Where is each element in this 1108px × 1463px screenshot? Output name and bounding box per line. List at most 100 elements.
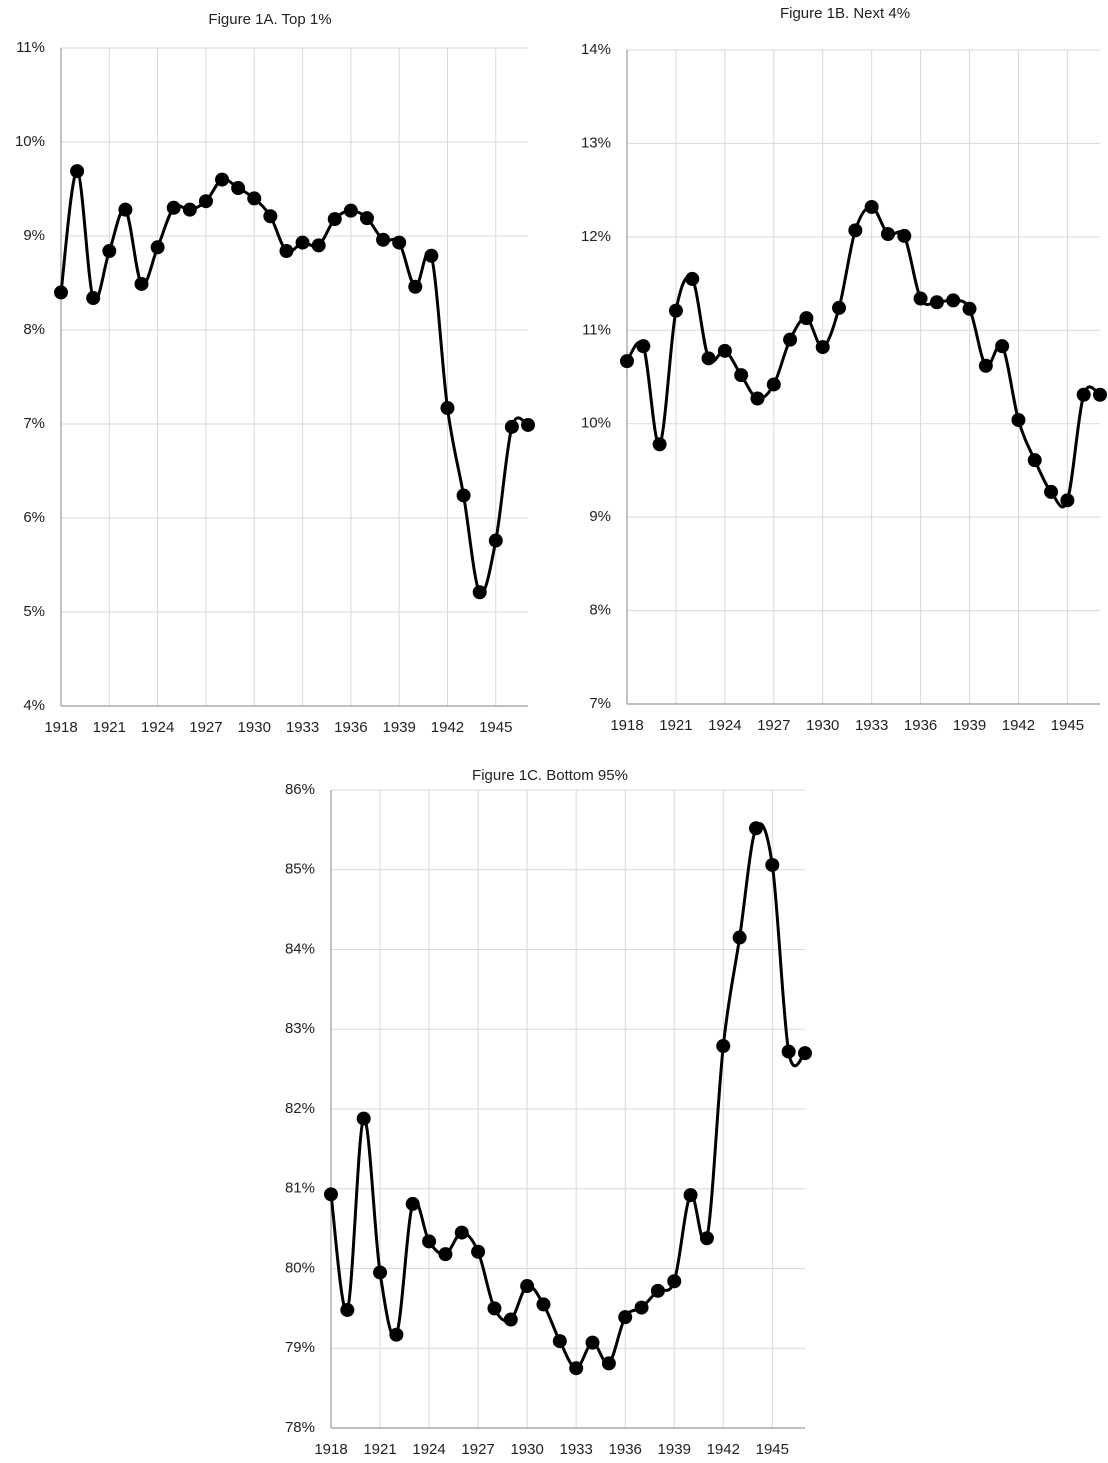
data-point bbox=[913, 291, 928, 306]
data-point bbox=[750, 391, 765, 406]
data-point bbox=[815, 340, 830, 355]
x-tick-label: 1921 bbox=[659, 717, 692, 734]
y-tick-label: 10% bbox=[15, 133, 45, 150]
y-tick-label: 83% bbox=[285, 1020, 315, 1037]
data-point bbox=[1060, 493, 1075, 508]
y-tick-label: 5% bbox=[23, 603, 45, 620]
y-tick-label: 4% bbox=[23, 697, 45, 714]
x-tick-label: 1924 bbox=[412, 1441, 445, 1458]
data-point bbox=[392, 235, 407, 250]
data-point bbox=[798, 1046, 812, 1061]
data-point bbox=[766, 377, 781, 392]
data-point bbox=[620, 354, 634, 369]
y-tick-label: 81% bbox=[285, 1180, 315, 1197]
data-point bbox=[1044, 484, 1059, 499]
data-point bbox=[376, 232, 391, 247]
data-point bbox=[503, 1312, 518, 1327]
data-point bbox=[488, 533, 503, 548]
data-point bbox=[487, 1301, 502, 1316]
data-point bbox=[732, 930, 747, 945]
x-tick-label: 1945 bbox=[479, 719, 512, 736]
x-tick-label: 1933 bbox=[559, 1441, 592, 1458]
data-point bbox=[781, 1044, 796, 1059]
x-tick-label: 1930 bbox=[238, 719, 271, 736]
data-point bbox=[438, 1247, 453, 1262]
x-tick-label: 1945 bbox=[1051, 717, 1084, 734]
data-point bbox=[118, 202, 133, 217]
x-tick-label: 1942 bbox=[707, 1441, 740, 1458]
x-tick-label: 1924 bbox=[708, 717, 741, 734]
x-tick-label: 1933 bbox=[855, 717, 888, 734]
x-tick-label: 1936 bbox=[904, 717, 937, 734]
data-point bbox=[946, 293, 961, 308]
data-point bbox=[929, 295, 944, 310]
y-tick-label: 80% bbox=[285, 1259, 315, 1276]
data-point bbox=[978, 358, 993, 373]
data-point bbox=[734, 368, 749, 383]
y-tick-label: 10% bbox=[581, 415, 611, 432]
x-tick-label: 1921 bbox=[363, 1441, 396, 1458]
data-line bbox=[59, 169, 529, 595]
chart-title: Figure 1B. Next 4% bbox=[780, 5, 910, 22]
data-point bbox=[263, 209, 278, 224]
data-point bbox=[650, 1283, 665, 1298]
x-tick-label: 1918 bbox=[44, 719, 77, 736]
data-point bbox=[456, 488, 471, 503]
y-tick-label: 9% bbox=[589, 508, 611, 525]
y-tick-label: 7% bbox=[589, 695, 611, 712]
data-point bbox=[683, 1188, 698, 1203]
y-tick-label: 11% bbox=[582, 321, 611, 338]
x-tick-label: 1918 bbox=[610, 717, 643, 734]
data-point bbox=[504, 419, 519, 434]
data-point bbox=[54, 285, 68, 300]
x-tick-label: 1924 bbox=[141, 719, 174, 736]
data-point bbox=[799, 311, 814, 326]
x-tick-label: 1930 bbox=[806, 717, 839, 734]
x-tick-label: 1921 bbox=[93, 719, 126, 736]
data-point bbox=[340, 1302, 355, 1317]
y-tick-label: 9% bbox=[23, 227, 45, 244]
data-point bbox=[1076, 387, 1091, 402]
data-point bbox=[783, 332, 798, 347]
data-point bbox=[995, 339, 1010, 354]
x-tick-label: 1942 bbox=[1002, 717, 1035, 734]
data-point bbox=[636, 339, 651, 354]
data-point bbox=[601, 1356, 616, 1371]
y-tick-label: 11% bbox=[16, 39, 45, 56]
data-point bbox=[520, 1279, 535, 1294]
data-line bbox=[329, 822, 807, 1370]
data-point bbox=[311, 238, 326, 253]
data-point bbox=[343, 203, 358, 218]
x-tick-label: 1945 bbox=[756, 1441, 789, 1458]
data-point bbox=[701, 351, 716, 366]
data-point bbox=[832, 300, 847, 315]
data-point bbox=[102, 244, 117, 259]
data-point bbox=[198, 194, 213, 209]
data-point bbox=[405, 1196, 420, 1211]
data-point bbox=[748, 821, 763, 836]
data-point bbox=[422, 1234, 437, 1249]
data-point bbox=[765, 857, 780, 872]
y-tick-label: 14% bbox=[581, 41, 611, 58]
data-point bbox=[472, 585, 487, 600]
data-point bbox=[247, 191, 262, 206]
x-tick-label: 1942 bbox=[431, 719, 464, 736]
data-point bbox=[699, 1231, 714, 1246]
x-tick-label: 1939 bbox=[953, 717, 986, 734]
data-point bbox=[70, 164, 85, 179]
data-point bbox=[86, 291, 101, 306]
data-point bbox=[634, 1300, 649, 1315]
x-tick-label: 1936 bbox=[609, 1441, 642, 1458]
data-point bbox=[454, 1225, 469, 1240]
data-point bbox=[716, 1038, 731, 1053]
data-point bbox=[471, 1244, 486, 1259]
data-point bbox=[685, 271, 700, 286]
y-tick-label: 8% bbox=[589, 602, 611, 619]
data-point bbox=[652, 437, 667, 452]
x-tick-label: 1939 bbox=[382, 719, 415, 736]
data-point bbox=[667, 1274, 682, 1289]
data-point bbox=[521, 417, 535, 432]
y-tick-label: 6% bbox=[23, 509, 45, 526]
